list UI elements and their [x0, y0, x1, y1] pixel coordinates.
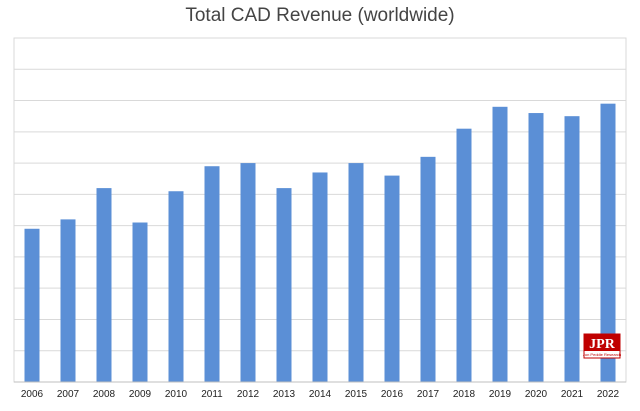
x-tick-label-2017: 2017 — [417, 389, 440, 400]
logo-box — [584, 334, 620, 351]
bar-2015 — [348, 163, 364, 382]
bar-2010 — [168, 191, 184, 382]
x-tick-label-2009: 2009 — [129, 389, 152, 400]
gridlines — [13, 37, 627, 383]
bar-2006 — [24, 228, 40, 382]
bar-2008 — [96, 188, 112, 382]
bar-2017 — [420, 156, 436, 382]
bar-2013 — [276, 188, 292, 382]
x-tick-label-2022: 2022 — [597, 389, 620, 400]
x-tick-label-2011: 2011 — [201, 389, 223, 400]
x-tick-label-2013: 2013 — [273, 389, 296, 400]
bar-2014 — [312, 172, 328, 382]
bar-2022 — [600, 103, 616, 383]
jpr-logo: JPR Jon Peddie Research — [583, 333, 621, 359]
bars — [24, 103, 616, 383]
bar-2020 — [528, 113, 544, 383]
x-tick-label-2012: 2012 — [237, 389, 260, 400]
chart-title: Total CAD Revenue (worldwide) — [185, 5, 454, 26]
x-tick-label-2015: 2015 — [345, 389, 368, 400]
x-tick-label-2016: 2016 — [381, 389, 404, 400]
bar-2016 — [384, 175, 400, 382]
x-tick-label-2007: 2007 — [57, 389, 80, 400]
x-tick-label-2020: 2020 — [525, 389, 548, 400]
bar-2011 — [204, 166, 220, 382]
bar-2019 — [492, 106, 508, 383]
x-tick-label-2006: 2006 — [21, 389, 44, 400]
x-tick-label-2014: 2014 — [309, 389, 332, 400]
x-tick-label-2019: 2019 — [489, 389, 512, 400]
logo-subtext: Jon Peddie Research — [583, 352, 621, 357]
bar-2021 — [564, 116, 580, 383]
logo-text: JPR — [589, 337, 616, 352]
bar-2007 — [60, 219, 76, 382]
bar-2009 — [132, 222, 148, 382]
x-tick-label-2021: 2021 — [561, 389, 584, 400]
bar-2012 — [240, 163, 256, 382]
bar-2018 — [456, 128, 472, 382]
x-tick-label-2018: 2018 — [453, 389, 476, 400]
x-tick-label-2010: 2010 — [165, 389, 188, 400]
x-tick-labels: 2006 2007 2008 2009 2010 2011 2012 2013 2014 2015… — [21, 389, 620, 400]
x-tick-label-2008: 2008 — [93, 389, 116, 400]
